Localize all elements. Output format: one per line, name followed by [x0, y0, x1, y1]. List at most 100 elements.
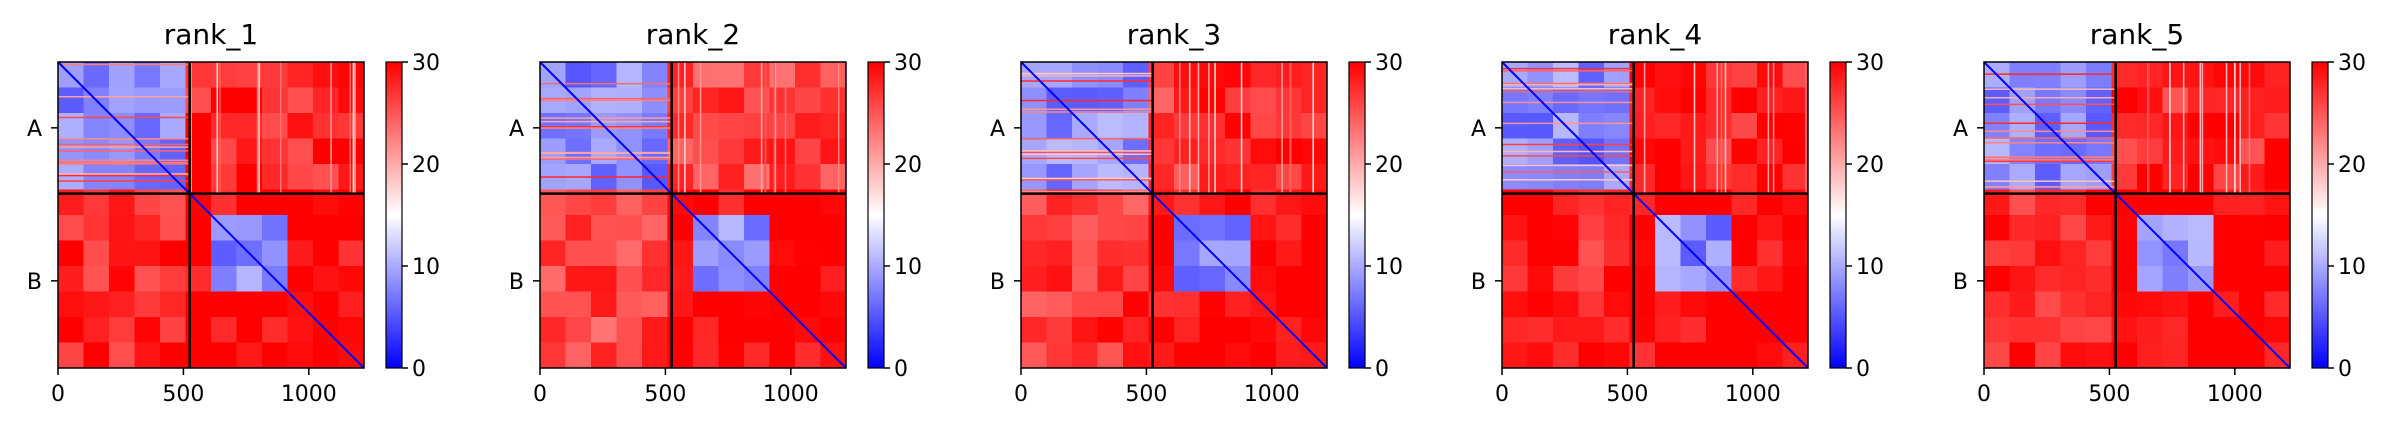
heatmap-cell	[2239, 240, 2265, 267]
heatmap-cell	[2162, 87, 2189, 114]
heatmap-cell	[2213, 240, 2240, 267]
heatmap-cell	[1782, 138, 1809, 165]
heatmap-cell	[616, 291, 643, 318]
heatmap-cell	[1174, 291, 1200, 318]
heatmap-cell	[1782, 317, 1809, 343]
heatmap-cell	[287, 215, 314, 241]
heatmap-stripe	[58, 138, 190, 140]
heatmap-cell	[2264, 240, 2291, 267]
heatmap-cell	[58, 240, 84, 267]
heatmap-stripe	[1021, 157, 1153, 160]
heatmap-cell	[1731, 62, 1758, 88]
heatmap-cell	[1021, 215, 1047, 241]
heatmap-cell	[820, 240, 847, 267]
heatmap-stripe	[1693, 62, 1696, 194]
heatmap-stripe	[773, 62, 776, 194]
heatmap-cell	[769, 62, 796, 88]
heatmap-stripe	[1021, 177, 1153, 180]
heatmap-cell	[540, 291, 566, 318]
heatmap-cell	[262, 62, 288, 88]
heatmap-diagonal	[1020, 61, 1328, 369]
heatmap-cell	[2137, 240, 2163, 267]
heatmap-cell	[1250, 317, 1277, 343]
heatmap-stripe	[58, 150, 190, 152]
heatmap-cell	[769, 113, 796, 139]
heatmap-cell	[1655, 291, 1681, 318]
heatmap-image	[1020, 61, 1328, 369]
heatmap-cell	[1021, 291, 1047, 318]
heatmap-cell	[1527, 317, 1554, 343]
heatmap-cell	[1757, 291, 1783, 318]
heatmap-stripe	[1805, 62, 1807, 194]
x-tick-label: 500	[1606, 382, 1648, 407]
heatmap-cell	[540, 240, 566, 267]
heatmap-cell	[287, 342, 314, 369]
heatmap-stripe	[2248, 62, 2251, 194]
heatmap-cell	[642, 317, 668, 343]
heatmap-cell	[1225, 164, 1251, 190]
heatmap-cell	[591, 291, 617, 318]
heatmap-cell	[160, 240, 186, 267]
heatmap-cell	[565, 291, 592, 318]
heatmap-stripe	[1021, 111, 1153, 113]
heatmap-cell	[1174, 266, 1200, 292]
heatmap-cell	[1276, 113, 1302, 139]
heatmap-cell	[1782, 291, 1809, 318]
heatmap-cell	[2086, 266, 2112, 292]
heatmap-cell	[1072, 317, 1098, 343]
y-tick-label: B	[27, 270, 42, 295]
heatmap-cell	[2009, 317, 2036, 343]
heatmap-cell	[1731, 240, 1758, 267]
heatmap-cell	[1782, 87, 1809, 114]
heatmap-cell	[1706, 240, 1732, 267]
heatmap-cell	[591, 240, 617, 267]
heatmap-cell	[2009, 164, 2036, 190]
heatmap-cell	[58, 215, 84, 241]
heatmap-cell	[1706, 62, 1732, 88]
x-tick-label: 500	[1125, 382, 1167, 407]
heatmap-cell	[1680, 113, 1707, 139]
y-tick-label: B	[509, 270, 524, 295]
heatmap-cell	[2060, 164, 2087, 190]
heatmap-cell	[262, 164, 288, 190]
colorbar-frame	[1829, 61, 1847, 369]
heatmap-cell	[616, 215, 643, 241]
heatmap-cell	[1123, 291, 1149, 318]
heatmap-stripe	[540, 99, 672, 102]
heatmap-cell	[1757, 240, 1783, 267]
heatmap-cell	[744, 342, 770, 369]
plot-frame	[1501, 61, 1809, 369]
heatmap-stripe	[1021, 190, 1153, 193]
heatmap-cell	[2009, 215, 2036, 241]
heatmap-cell	[1276, 291, 1302, 318]
heatmap-cell	[1046, 266, 1073, 292]
y-tick-label: A	[1471, 117, 1486, 142]
heatmap-cell	[1072, 62, 1098, 88]
heatmap-cell	[1680, 342, 1707, 369]
heatmap-cell	[211, 62, 237, 88]
colorbar-tick-label: 20	[894, 153, 922, 178]
heatmap-cell	[2264, 317, 2291, 343]
heatmap-cell	[1578, 113, 1605, 139]
heatmap-cell	[795, 113, 821, 139]
heatmap-cell	[211, 87, 237, 114]
heatmap-image	[57, 61, 365, 369]
heatmap-stripe	[2182, 62, 2185, 194]
heatmap-cell	[2239, 342, 2265, 369]
heatmap-stripe	[837, 62, 840, 194]
heatmap-cell	[262, 317, 288, 343]
heatmap-cell	[1199, 291, 1226, 318]
heatmap-cell	[2060, 342, 2087, 369]
heatmap-cell	[1072, 266, 1098, 292]
heatmap-cell	[718, 87, 745, 114]
pae-panel-3: rank_3 A B 0 500 1000 0 10 20 30	[990, 18, 1403, 407]
heatmap-cell	[262, 342, 288, 369]
heatmap-cell	[338, 138, 365, 165]
heatmap-cell	[2035, 291, 2061, 318]
heatmap-stripe	[256, 62, 259, 194]
heatmap-cell	[1225, 291, 1251, 318]
y-tick-label: A	[990, 117, 1005, 142]
heatmap-cell	[1301, 164, 1328, 190]
heatmap-cell	[1984, 291, 2010, 318]
heatmap-cell	[134, 291, 161, 318]
